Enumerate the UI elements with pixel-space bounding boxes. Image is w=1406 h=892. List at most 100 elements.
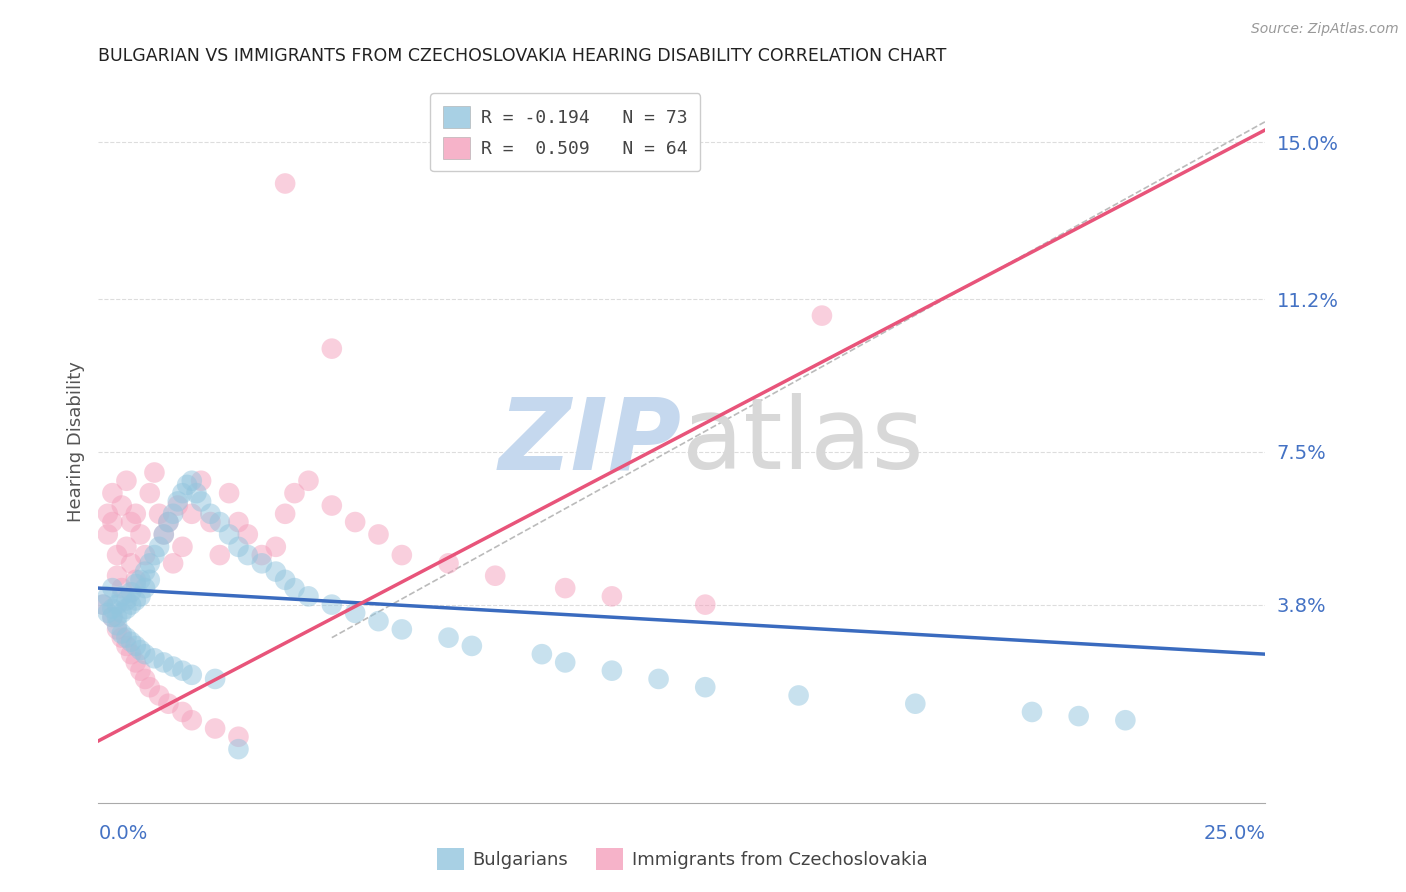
Point — [139, 557, 162, 571]
Point — [139, 680, 162, 694]
Point — [129, 573, 152, 587]
Point — [120, 515, 142, 529]
Point — [125, 593, 148, 607]
Point — [125, 656, 148, 670]
Point — [437, 557, 460, 571]
Point — [162, 507, 184, 521]
Point — [180, 474, 202, 488]
Point — [143, 548, 166, 562]
Point — [204, 722, 226, 736]
Point — [91, 598, 114, 612]
Point — [111, 590, 134, 604]
Point — [391, 548, 413, 562]
Point — [228, 540, 250, 554]
Point — [367, 527, 389, 541]
Point — [111, 499, 134, 513]
Point — [125, 573, 148, 587]
Point — [162, 557, 184, 571]
Point — [143, 651, 166, 665]
Point — [904, 697, 927, 711]
Point — [115, 601, 138, 615]
Point — [143, 466, 166, 480]
Point — [152, 656, 174, 670]
Point — [274, 573, 297, 587]
Point — [101, 610, 124, 624]
Point — [811, 309, 834, 323]
Text: Source: ZipAtlas.com: Source: ZipAtlas.com — [1251, 22, 1399, 37]
Point — [228, 515, 250, 529]
Point — [129, 527, 152, 541]
Point — [172, 664, 194, 678]
Point — [695, 598, 717, 612]
Point — [264, 540, 287, 554]
Point — [283, 581, 305, 595]
Point — [321, 342, 343, 356]
Point — [484, 568, 506, 582]
Point — [172, 540, 194, 554]
Point — [172, 486, 194, 500]
Point — [437, 631, 460, 645]
Point — [283, 486, 305, 500]
Point — [204, 672, 226, 686]
Point — [190, 494, 212, 508]
Point — [125, 577, 148, 591]
Point — [157, 697, 180, 711]
Point — [120, 557, 142, 571]
Point — [344, 515, 367, 529]
Point — [157, 515, 180, 529]
Point — [461, 639, 484, 653]
Point — [97, 606, 120, 620]
Point — [321, 499, 343, 513]
Point — [105, 568, 128, 582]
Point — [530, 647, 553, 661]
Point — [115, 631, 138, 645]
Point — [115, 639, 138, 653]
Point — [1067, 709, 1090, 723]
Point — [647, 672, 669, 686]
Point — [134, 672, 156, 686]
Point — [297, 590, 319, 604]
Point — [321, 598, 343, 612]
Point — [152, 527, 174, 541]
Point — [105, 598, 128, 612]
Point — [91, 598, 114, 612]
Point — [134, 581, 156, 595]
Y-axis label: Hearing Disability: Hearing Disability — [66, 361, 84, 522]
Point — [166, 499, 188, 513]
Point — [218, 486, 240, 500]
Point — [101, 515, 124, 529]
Point — [139, 573, 162, 587]
Point — [125, 639, 148, 653]
Point — [148, 540, 170, 554]
Point — [250, 557, 273, 571]
Point — [105, 548, 128, 562]
Point — [200, 507, 222, 521]
Point — [134, 647, 156, 661]
Point — [101, 601, 124, 615]
Point — [115, 593, 138, 607]
Point — [190, 474, 212, 488]
Point — [115, 474, 138, 488]
Text: 0.0%: 0.0% — [98, 824, 148, 844]
Point — [218, 527, 240, 541]
Point — [554, 656, 576, 670]
Point — [1021, 705, 1043, 719]
Point — [134, 565, 156, 579]
Point — [129, 643, 152, 657]
Point — [152, 527, 174, 541]
Point — [139, 486, 162, 500]
Point — [148, 689, 170, 703]
Point — [236, 548, 259, 562]
Point — [228, 730, 250, 744]
Point — [274, 177, 297, 191]
Point — [162, 659, 184, 673]
Point — [120, 585, 142, 599]
Point — [111, 581, 134, 595]
Point — [105, 623, 128, 637]
Point — [344, 606, 367, 620]
Legend: Bulgarians, Immigrants from Czechoslovakia: Bulgarians, Immigrants from Czechoslovak… — [429, 840, 935, 877]
Point — [120, 634, 142, 648]
Point — [120, 647, 142, 661]
Point — [236, 527, 259, 541]
Point — [1114, 713, 1136, 727]
